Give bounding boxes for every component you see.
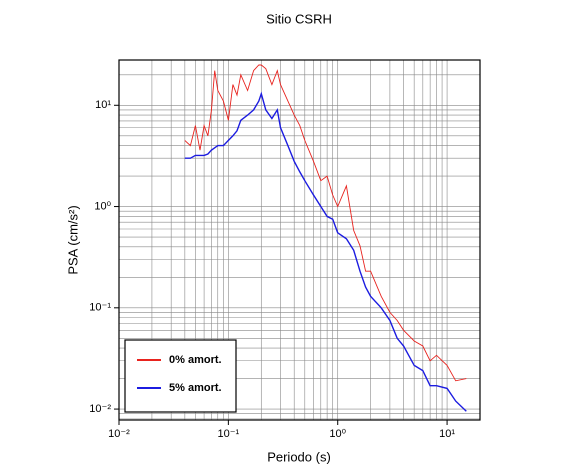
- x-tick-label: 10⁻¹: [218, 428, 240, 440]
- x-tick-label: 10¹: [439, 428, 455, 440]
- legend-label: 5% amort.: [169, 382, 222, 394]
- x-tick-label: 10⁰: [329, 428, 346, 440]
- series-line: [184, 91, 467, 412]
- y-tick-label: 10⁻²: [89, 403, 111, 415]
- x-tick-label: 10⁻²: [108, 428, 130, 440]
- y-tick-label: 10¹: [95, 99, 111, 111]
- legend-box: [124, 339, 237, 413]
- legend-label: 0% amort.: [169, 354, 222, 366]
- plot-frame: [118, 59, 481, 421]
- y-tick-label: 10⁻¹: [89, 302, 111, 314]
- chart-title: Sitio CSRH: [266, 11, 332, 26]
- y-tick-label: 10⁰: [94, 200, 111, 212]
- series-line: [184, 64, 467, 382]
- y-axis-label: PSA (cm/s²): [65, 205, 80, 274]
- x-axis-label: Periodo (s): [267, 449, 331, 464]
